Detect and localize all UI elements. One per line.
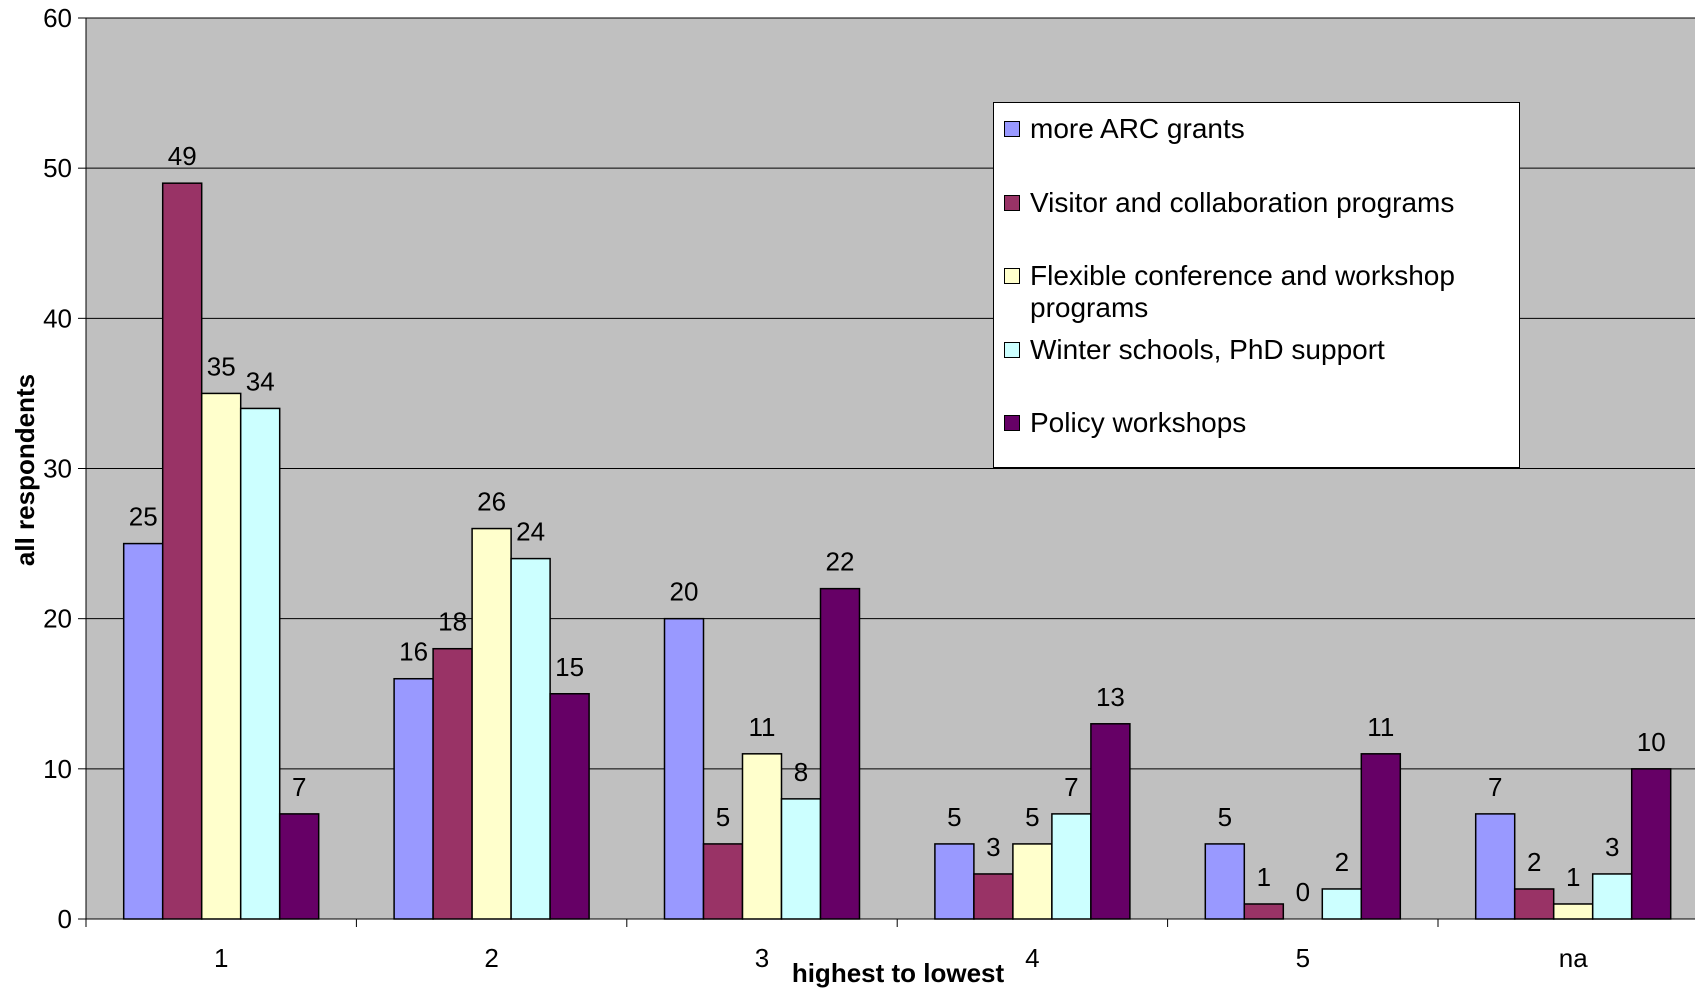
data-label: 7 [1064, 772, 1078, 802]
bar [663, 617, 705, 920]
y-tick-label: 50 [43, 153, 72, 183]
legend-label: Visitor and collaboration programs [1030, 187, 1455, 218]
x-tick-label: na [1559, 943, 1588, 973]
bar [549, 693, 590, 920]
legend: more ARC grants Visitor and collaboration… [993, 102, 1520, 468]
legend-swatch [1004, 415, 1020, 431]
bar [819, 587, 861, 920]
bar [239, 407, 281, 920]
bar [1090, 723, 1131, 920]
bar [1630, 768, 1672, 920]
bar [122, 542, 164, 920]
legend-label: Winter schools, PhD support [1030, 334, 1385, 365]
legend-label: Policy workshops [1030, 407, 1247, 438]
legend-swatch [1004, 268, 1020, 284]
bar [702, 843, 744, 920]
bar [393, 677, 434, 920]
bar [1591, 873, 1633, 920]
y-tick-label: 30 [43, 454, 72, 484]
bar [934, 843, 975, 920]
data-label: 35 [207, 351, 236, 381]
data-label: 10 [1637, 727, 1666, 757]
bar [973, 873, 1014, 920]
x-tick-label: 1 [214, 943, 228, 973]
y-tick-label: 10 [43, 754, 72, 784]
bar [1051, 813, 1092, 920]
data-label: 49 [168, 141, 197, 171]
data-label: 5 [947, 802, 961, 832]
data-label: 34 [246, 366, 275, 396]
bar [200, 392, 242, 920]
bar [780, 798, 822, 920]
data-label: 3 [986, 832, 1000, 862]
bar [1012, 843, 1053, 920]
y-tick-label: 60 [43, 3, 72, 33]
bar [1552, 903, 1594, 920]
x-tick-label: 5 [1296, 943, 1310, 973]
data-label: 7 [1488, 772, 1502, 802]
x-tick-label: 3 [755, 943, 769, 973]
bar [471, 527, 512, 920]
x-axis-title: highest to lowest [792, 958, 1005, 988]
data-label: 7 [292, 772, 306, 802]
bar [1513, 888, 1555, 920]
legend-label: more ARC grants [1030, 113, 1245, 144]
data-label: 5 [1025, 802, 1039, 832]
bar [432, 647, 473, 920]
data-label: 8 [794, 757, 808, 787]
y-axis-title: all respondents [10, 374, 40, 566]
data-label: 11 [749, 712, 776, 742]
data-label: 0 [1296, 877, 1310, 907]
legend-swatch [1004, 342, 1020, 358]
data-label: 5 [716, 802, 730, 832]
bar [1204, 843, 1246, 920]
data-label: 20 [670, 577, 699, 607]
legend-swatch [1004, 121, 1020, 137]
bar [1243, 903, 1285, 920]
y-tick-label: 0 [58, 904, 72, 934]
data-label: 11 [1367, 712, 1394, 742]
data-label: 22 [826, 547, 855, 577]
data-label: 26 [477, 487, 506, 517]
data-label: 5 [1218, 802, 1232, 832]
data-label: 18 [438, 607, 467, 637]
y-tick-label: 40 [43, 303, 72, 333]
bar [1321, 888, 1363, 920]
y-tick-label: 20 [43, 604, 72, 634]
data-label: 2 [1527, 847, 1541, 877]
legend-label: Flexible conference and workshop program… [1030, 260, 1455, 323]
data-label: 3 [1605, 832, 1619, 862]
data-label: 1 [1257, 862, 1271, 892]
data-label: 13 [1096, 682, 1125, 712]
data-label: 1 [1566, 862, 1580, 892]
data-label: 24 [516, 517, 545, 547]
bar [161, 182, 203, 920]
bar [1360, 753, 1402, 920]
data-label: 15 [555, 652, 584, 682]
bar [741, 753, 783, 920]
bar [278, 813, 320, 920]
data-label: 2 [1335, 847, 1349, 877]
legend-swatch [1004, 195, 1020, 211]
bar [510, 557, 551, 920]
x-tick-label: 4 [1025, 943, 1039, 973]
bar [1474, 813, 1516, 920]
x-tick-label: 2 [484, 943, 498, 973]
data-label: 25 [129, 502, 158, 532]
data-label: 16 [399, 637, 428, 667]
